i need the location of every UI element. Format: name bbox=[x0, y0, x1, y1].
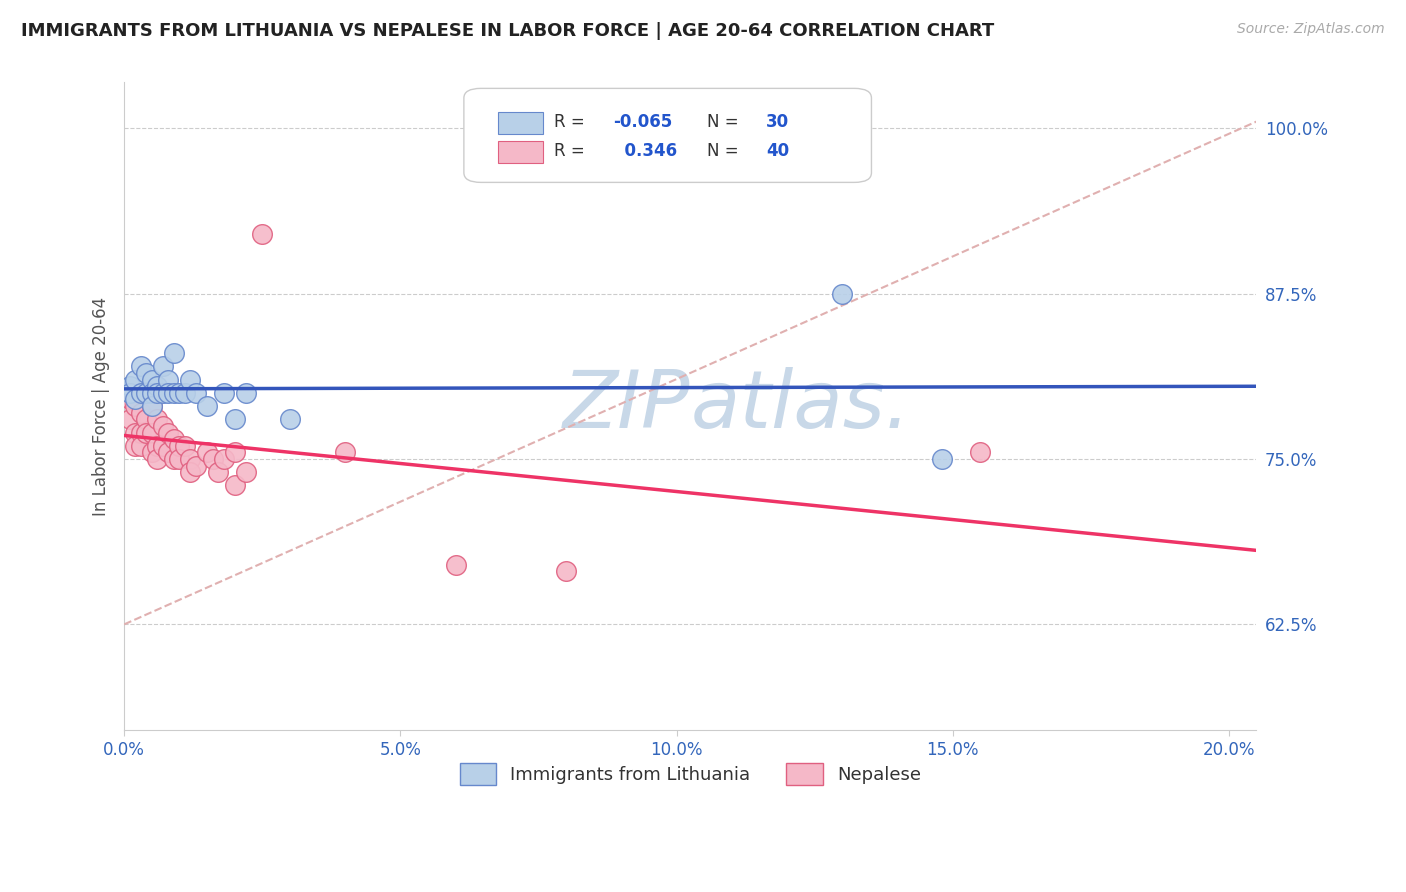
Point bbox=[146, 412, 169, 426]
Point bbox=[152, 418, 174, 433]
Point bbox=[118, 385, 141, 400]
Point bbox=[163, 452, 186, 467]
Point bbox=[135, 385, 157, 400]
Point bbox=[169, 439, 191, 453]
Point bbox=[129, 439, 152, 453]
Bar bbox=[498, 141, 543, 163]
Point bbox=[163, 385, 186, 400]
Point bbox=[174, 385, 197, 400]
FancyBboxPatch shape bbox=[464, 88, 872, 182]
Point bbox=[124, 373, 146, 387]
Point bbox=[278, 412, 301, 426]
Point bbox=[224, 445, 246, 459]
Point bbox=[146, 452, 169, 467]
Point bbox=[124, 392, 146, 407]
Point bbox=[169, 385, 191, 400]
Point bbox=[141, 373, 163, 387]
Point bbox=[207, 465, 229, 479]
Text: R =: R = bbox=[554, 142, 591, 161]
Text: 40: 40 bbox=[766, 142, 789, 161]
Point bbox=[129, 359, 152, 374]
Point bbox=[152, 385, 174, 400]
Point bbox=[129, 425, 152, 440]
Point bbox=[157, 425, 180, 440]
Point bbox=[124, 439, 146, 453]
Point bbox=[163, 346, 186, 360]
Text: 30: 30 bbox=[766, 113, 789, 131]
Legend: Immigrants from Lithuania, Nepalese: Immigrants from Lithuania, Nepalese bbox=[453, 756, 928, 792]
Point bbox=[333, 445, 356, 459]
Text: IMMIGRANTS FROM LITHUANIA VS NEPALESE IN LABOR FORCE | AGE 20-64 CORRELATION CHA: IMMIGRANTS FROM LITHUANIA VS NEPALESE IN… bbox=[21, 22, 994, 40]
Point bbox=[224, 478, 246, 492]
Point bbox=[157, 373, 180, 387]
Point bbox=[141, 385, 163, 400]
Point bbox=[224, 412, 246, 426]
Text: -0.065: -0.065 bbox=[613, 113, 672, 131]
Text: atlas.: atlas. bbox=[690, 367, 911, 445]
Point bbox=[212, 385, 235, 400]
Point bbox=[141, 399, 163, 413]
Point bbox=[146, 385, 169, 400]
Point bbox=[118, 412, 141, 426]
Point bbox=[169, 452, 191, 467]
Text: N =: N = bbox=[707, 142, 744, 161]
Point bbox=[235, 385, 257, 400]
Point bbox=[174, 439, 197, 453]
Point bbox=[555, 565, 578, 579]
Point bbox=[146, 439, 169, 453]
Point bbox=[118, 392, 141, 407]
Text: N =: N = bbox=[707, 113, 744, 131]
Point bbox=[831, 286, 853, 301]
Point bbox=[124, 425, 146, 440]
Text: 0.346: 0.346 bbox=[613, 142, 678, 161]
Y-axis label: In Labor Force | Age 20-64: In Labor Force | Age 20-64 bbox=[93, 296, 110, 516]
Point bbox=[141, 399, 163, 413]
Point bbox=[184, 458, 207, 473]
Point bbox=[969, 445, 991, 459]
Text: ZIP: ZIP bbox=[562, 367, 690, 445]
Bar bbox=[498, 112, 543, 134]
Point bbox=[146, 379, 169, 393]
Point bbox=[129, 406, 152, 420]
Point bbox=[201, 452, 224, 467]
Point bbox=[184, 385, 207, 400]
Point bbox=[179, 373, 201, 387]
Point bbox=[129, 385, 152, 400]
Point bbox=[135, 412, 157, 426]
Point bbox=[157, 385, 180, 400]
Point bbox=[124, 399, 146, 413]
Text: R =: R = bbox=[554, 113, 591, 131]
Point bbox=[931, 452, 953, 467]
Point bbox=[195, 399, 218, 413]
Point bbox=[179, 452, 201, 467]
Point bbox=[252, 227, 274, 241]
Point bbox=[118, 379, 141, 393]
Point bbox=[212, 452, 235, 467]
Point bbox=[141, 445, 163, 459]
Point bbox=[135, 425, 157, 440]
Point bbox=[163, 432, 186, 446]
Point bbox=[157, 445, 180, 459]
Point bbox=[141, 425, 163, 440]
Point bbox=[179, 465, 201, 479]
Point bbox=[152, 359, 174, 374]
Text: Source: ZipAtlas.com: Source: ZipAtlas.com bbox=[1237, 22, 1385, 37]
Point bbox=[235, 465, 257, 479]
Point bbox=[444, 558, 467, 572]
Point bbox=[195, 445, 218, 459]
Point bbox=[152, 439, 174, 453]
Point bbox=[135, 366, 157, 380]
